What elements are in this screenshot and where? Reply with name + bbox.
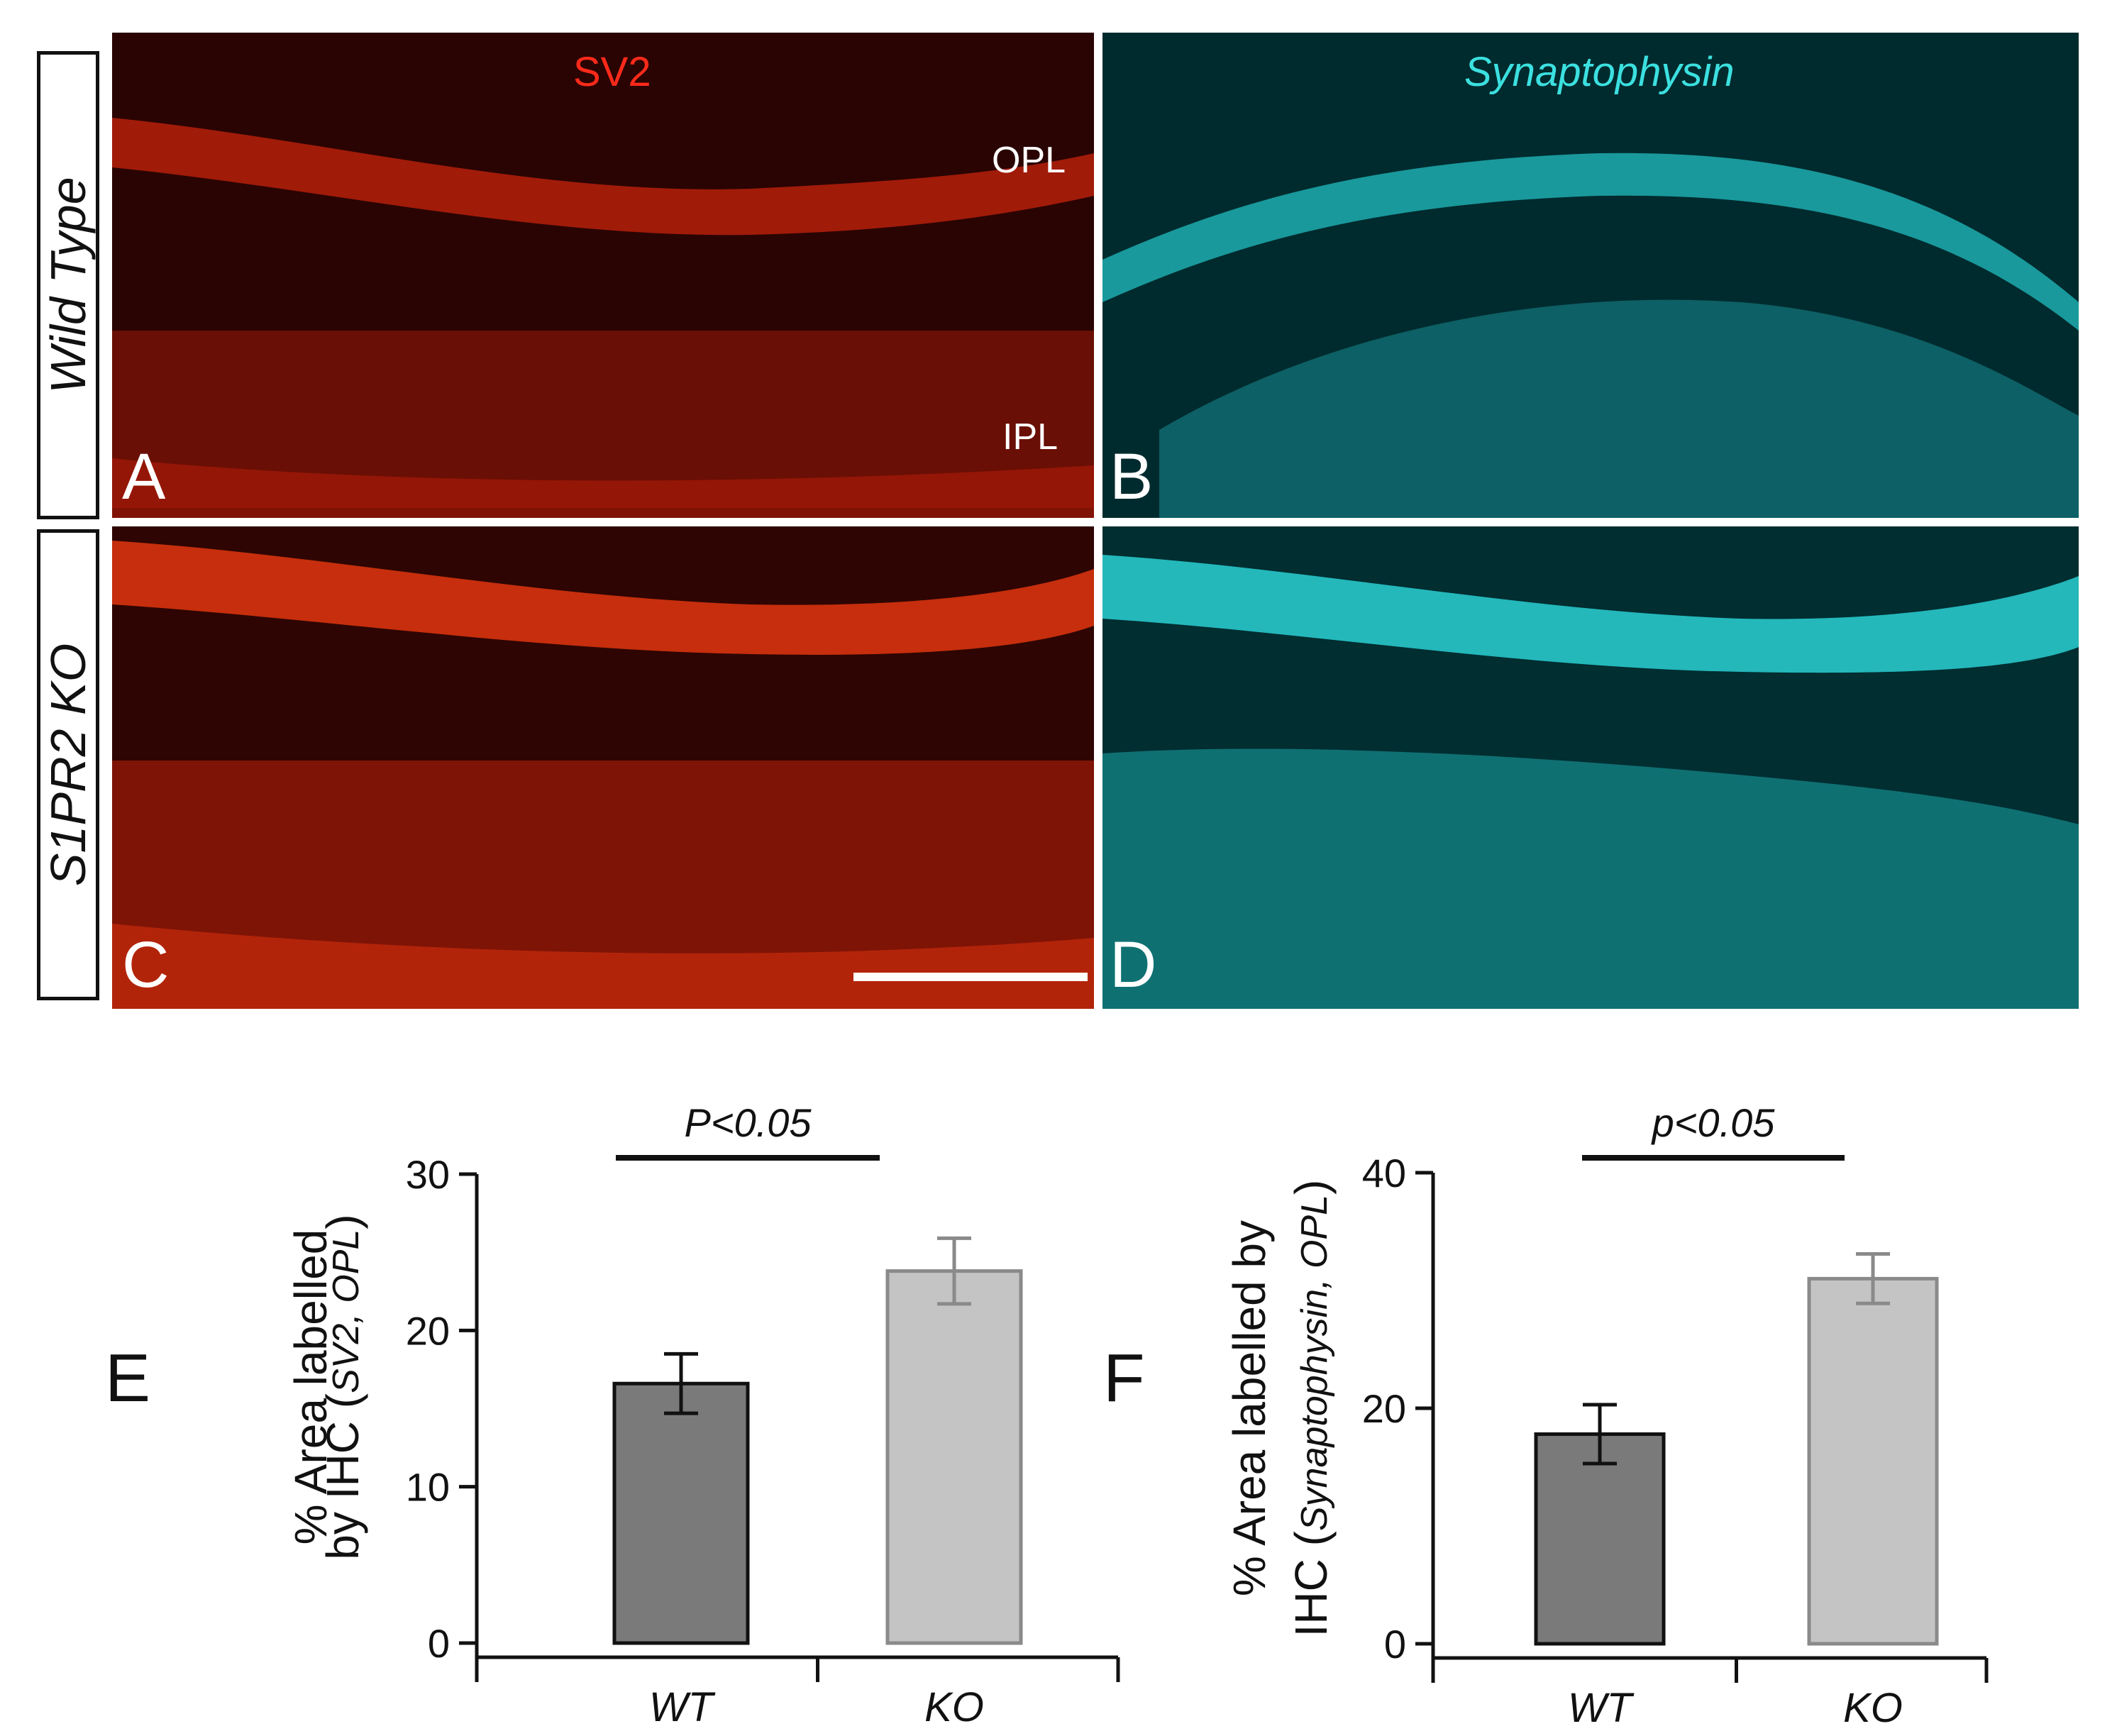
panel-a-sv2-wild-type: SV2 OPL IPL A (112, 33, 1094, 518)
scale-bar (853, 973, 1088, 981)
f-x-tick-label: KO (1843, 1685, 1903, 1731)
f-y-tick-label: 40 (1362, 1151, 1406, 1195)
e-significance-label: P<0.05 (684, 1100, 812, 1145)
e-ylabel-line1: % Area labelled (285, 1229, 336, 1545)
stain-label-sv2: SV2 (573, 49, 651, 95)
e-y-tick-label: 10 (406, 1465, 450, 1510)
row-label-wild-type: Wild Type (37, 51, 99, 519)
f-significance-label: p<0.05 (1651, 1100, 1776, 1145)
panel-b-image (1102, 153, 2079, 518)
panel-a-image (112, 118, 1094, 518)
panel-d-synaptophysin-ko: D (1102, 526, 2079, 1009)
stain-label-synaptophysin: Synaptophysin (1464, 49, 1735, 95)
panel-letter-c: C (122, 929, 170, 1001)
layer-label-opl: OPL (992, 140, 1066, 181)
row-label-ko: S1PR2 KO (37, 529, 99, 1000)
f-bar-ko (1807, 1276, 1939, 1646)
chart-f: F % Area labelled by IHC (Synaptophysin, … (1103, 1100, 1989, 1731)
panel-letter-b: B (1110, 441, 1154, 513)
e-y-tick-label: 20 (406, 1308, 450, 1353)
panel-letter-e: E (105, 1340, 150, 1416)
f-ylabel-line1: % Area labelled by (1224, 1220, 1275, 1596)
e-ylabel-line2: by IHC (SV2, OPL) (317, 1214, 368, 1559)
chart-f-ylabel: % Area labelled by IHC (Synaptophysin, OP… (1224, 1180, 1337, 1637)
e-bar-ko (885, 1269, 1023, 1645)
e-y-tick-label: 30 (406, 1152, 450, 1197)
panel-letter-f: F (1103, 1340, 1145, 1416)
e-y-tick-label: 0 (428, 1621, 450, 1666)
e-x-tick-label: KO (924, 1684, 984, 1730)
f-x-tick-label: WT (1568, 1685, 1635, 1731)
f-ylabel-line2: IHC (Synaptophysin, OPL) (1286, 1180, 1337, 1637)
f-y-tick-label: 20 (1362, 1386, 1406, 1431)
layer-label-ipl: IPL (1002, 416, 1058, 458)
panel-letter-d: D (1110, 929, 1157, 1001)
panel-d-image (1102, 555, 2079, 1009)
panel-letter-a: A (122, 441, 166, 513)
panel-c-sv2-ko: C (112, 526, 1094, 1009)
f-bar-wt (1534, 1432, 1666, 1646)
e-bar-wt (612, 1381, 750, 1645)
f-y-tick-label: 0 (1384, 1622, 1406, 1666)
panel-b-synaptophysin-wild-type: Synaptophysin B (1102, 33, 2079, 518)
e-x-tick-label: WT (649, 1684, 716, 1730)
panel-c-image (112, 541, 1094, 1009)
